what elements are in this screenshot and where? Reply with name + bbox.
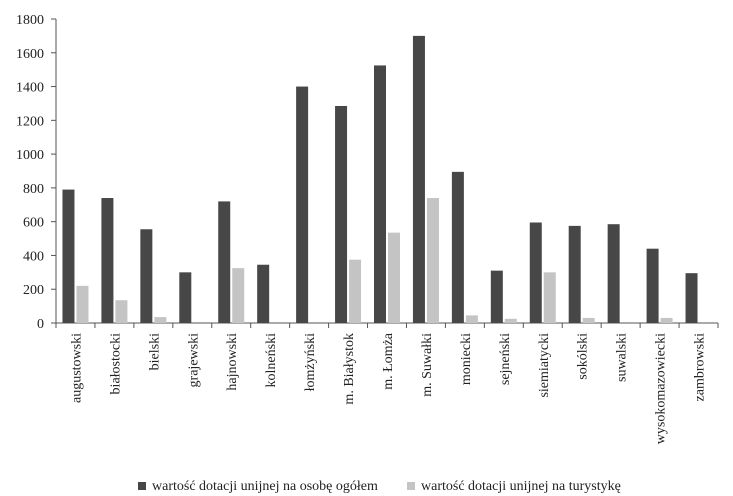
- y-tick-label: 1400: [16, 81, 44, 96]
- x-axis: [55, 322, 719, 328]
- bar-tourism-15: [660, 317, 673, 323]
- y-tick-label: 1200: [16, 114, 44, 129]
- bar-total-15: [646, 248, 659, 323]
- y-tick-label: 1800: [16, 13, 44, 28]
- bar-total-8: [374, 65, 386, 323]
- category-labels: augustowski białostocki bielski grajewski ha…: [69, 332, 707, 444]
- category-label: łomżyński: [303, 333, 318, 391]
- y-tick-label: 1600: [16, 47, 44, 62]
- bar-tourism-7: [349, 259, 362, 323]
- bar-total-1: [101, 198, 114, 323]
- bar-total-11: [490, 270, 503, 323]
- category-label: m. Białystok: [342, 333, 357, 405]
- category-label: zambrowski: [693, 333, 708, 402]
- bar-tourism-12: [543, 272, 556, 323]
- bar-tourism-4: [232, 268, 245, 323]
- bar-total-9: [412, 35, 425, 324]
- y-tick-label: 800: [23, 182, 44, 197]
- bar-tourism-8: [388, 232, 400, 323]
- bar-tourism-9: [426, 198, 439, 323]
- category-label: kolneński: [264, 333, 279, 388]
- bar-total-3: [179, 272, 192, 323]
- bar-total-10: [451, 171, 464, 323]
- bar-total-16: [685, 273, 698, 323]
- bars-layer: [62, 35, 698, 324]
- y-tick-label: 600: [23, 216, 44, 231]
- category-label: bielski: [147, 333, 162, 370]
- category-label: m. Łomża: [381, 332, 396, 390]
- y-tick-label: 1000: [16, 148, 44, 163]
- category-label: augustowski: [69, 333, 84, 403]
- bar-tourism-10: [465, 315, 478, 323]
- bar-total-4: [218, 201, 231, 323]
- bar-total-0: [62, 189, 75, 323]
- category-label: m. Suwałki: [420, 333, 435, 397]
- bar-tourism-1: [115, 300, 128, 323]
- y-axis: 0 200 400 600 800 1000 1200 1400 1600 1800: [16, 13, 57, 332]
- bar-tourism-0: [76, 285, 89, 323]
- bar-total-13: [568, 225, 581, 323]
- legend-label-total: wartość dotacji unijnej na osobę ogółem: [152, 479, 378, 494]
- category-label: białostocki: [108, 333, 123, 395]
- bar-total-14: [607, 224, 620, 323]
- category-label: suwalski: [615, 333, 630, 382]
- bar-tourism-13: [582, 317, 595, 323]
- category-label: grajewski: [186, 333, 201, 388]
- legend-swatch-total: [138, 482, 146, 490]
- bar-tourism-11: [504, 318, 517, 323]
- category-label: wysokomazowiecki: [654, 333, 669, 444]
- category-label: moniecki: [459, 333, 474, 385]
- y-tick-label: 200: [23, 283, 44, 298]
- bar-total-12: [529, 222, 542, 323]
- category-label: sokólski: [576, 333, 591, 380]
- bar-total-6: [296, 86, 309, 323]
- bar-total-7: [335, 105, 348, 323]
- category-label: siemiatycki: [537, 333, 552, 398]
- category-label: hajnowski: [225, 333, 240, 391]
- legend: wartość dotacji unijnej na osobę ogółem …: [138, 479, 621, 494]
- bar-total-5: [257, 264, 270, 323]
- bar-total-2: [140, 229, 153, 323]
- bar-tourism-2: [154, 317, 167, 323]
- category-label: sejneński: [498, 333, 513, 385]
- legend-label-tourism: wartość dotacji unijnej na turystykę: [421, 479, 621, 494]
- y-tick-label: 400: [23, 249, 44, 264]
- legend-swatch-tourism: [407, 482, 415, 490]
- y-tick-label: 0: [37, 317, 44, 332]
